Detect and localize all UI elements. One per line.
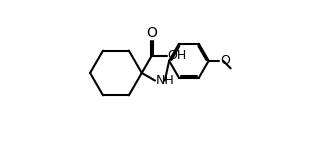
Text: O: O [146,26,157,40]
Text: OH: OH [168,49,187,62]
Text: NH: NH [156,74,174,87]
Text: O: O [220,54,230,67]
